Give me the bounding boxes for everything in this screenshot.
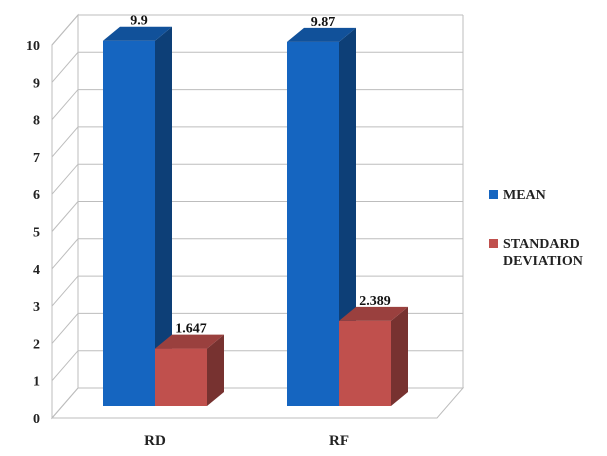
- legend-swatch: [489, 190, 498, 199]
- legend: MEAN STANDARD DEVIATION: [489, 187, 607, 302]
- legend-label: MEAN: [503, 188, 546, 203]
- bar-front: [103, 40, 155, 406]
- y-tick-label: 8: [33, 114, 40, 129]
- y-tick-label: 3: [33, 300, 40, 315]
- bar-front: [287, 41, 339, 406]
- legend-item: STANDARD DEVIATION: [489, 236, 607, 270]
- legend-label: STANDARD DEVIATION: [503, 237, 583, 269]
- x-category-label: RF: [329, 433, 349, 449]
- bar-front: [155, 348, 207, 406]
- bar-rd-mean: [103, 26, 172, 406]
- y-tick-label: 9: [33, 76, 40, 91]
- data-labels: 9.9 1.647 9.87 2.389: [130, 14, 391, 337]
- legend-item: MEAN: [489, 187, 607, 204]
- y-tick-label: 7: [33, 151, 40, 166]
- bar-top: [103, 26, 172, 41]
- bar-side: [391, 306, 408, 406]
- y-tick-label: 5: [33, 226, 40, 241]
- bar-front: [339, 320, 391, 406]
- bar-rf-sd: [339, 306, 408, 406]
- gridline: [51, 14, 463, 46]
- bars: [103, 26, 408, 407]
- data-label: 2.389: [359, 294, 391, 309]
- legend-swatch: [489, 239, 498, 248]
- data-label: 1.647: [175, 322, 207, 337]
- bar-top: [155, 334, 224, 349]
- y-tick-label: 1: [33, 375, 40, 390]
- x-category-label: RD: [144, 433, 166, 449]
- bar-side: [155, 26, 172, 406]
- y-tick-label: 2: [33, 337, 40, 352]
- x-axis-categories: RD RF: [144, 433, 349, 449]
- y-tick-label: 10: [26, 39, 40, 54]
- y-tick-label: 4: [33, 263, 40, 278]
- bar-rd-sd: [155, 334, 224, 406]
- y-tick-label: 6: [33, 188, 40, 203]
- y-tick-label: 0: [33, 412, 40, 427]
- data-label: 9.9: [130, 14, 148, 29]
- data-label: 9.87: [311, 15, 336, 30]
- bar-side: [207, 334, 224, 406]
- bar-rf-mean: [287, 27, 356, 407]
- bar-top: [339, 306, 408, 321]
- y-axis-ticks: 0 1 2 3 4 5 6 7 8 9 10: [26, 39, 40, 427]
- bar-top: [287, 27, 356, 42]
